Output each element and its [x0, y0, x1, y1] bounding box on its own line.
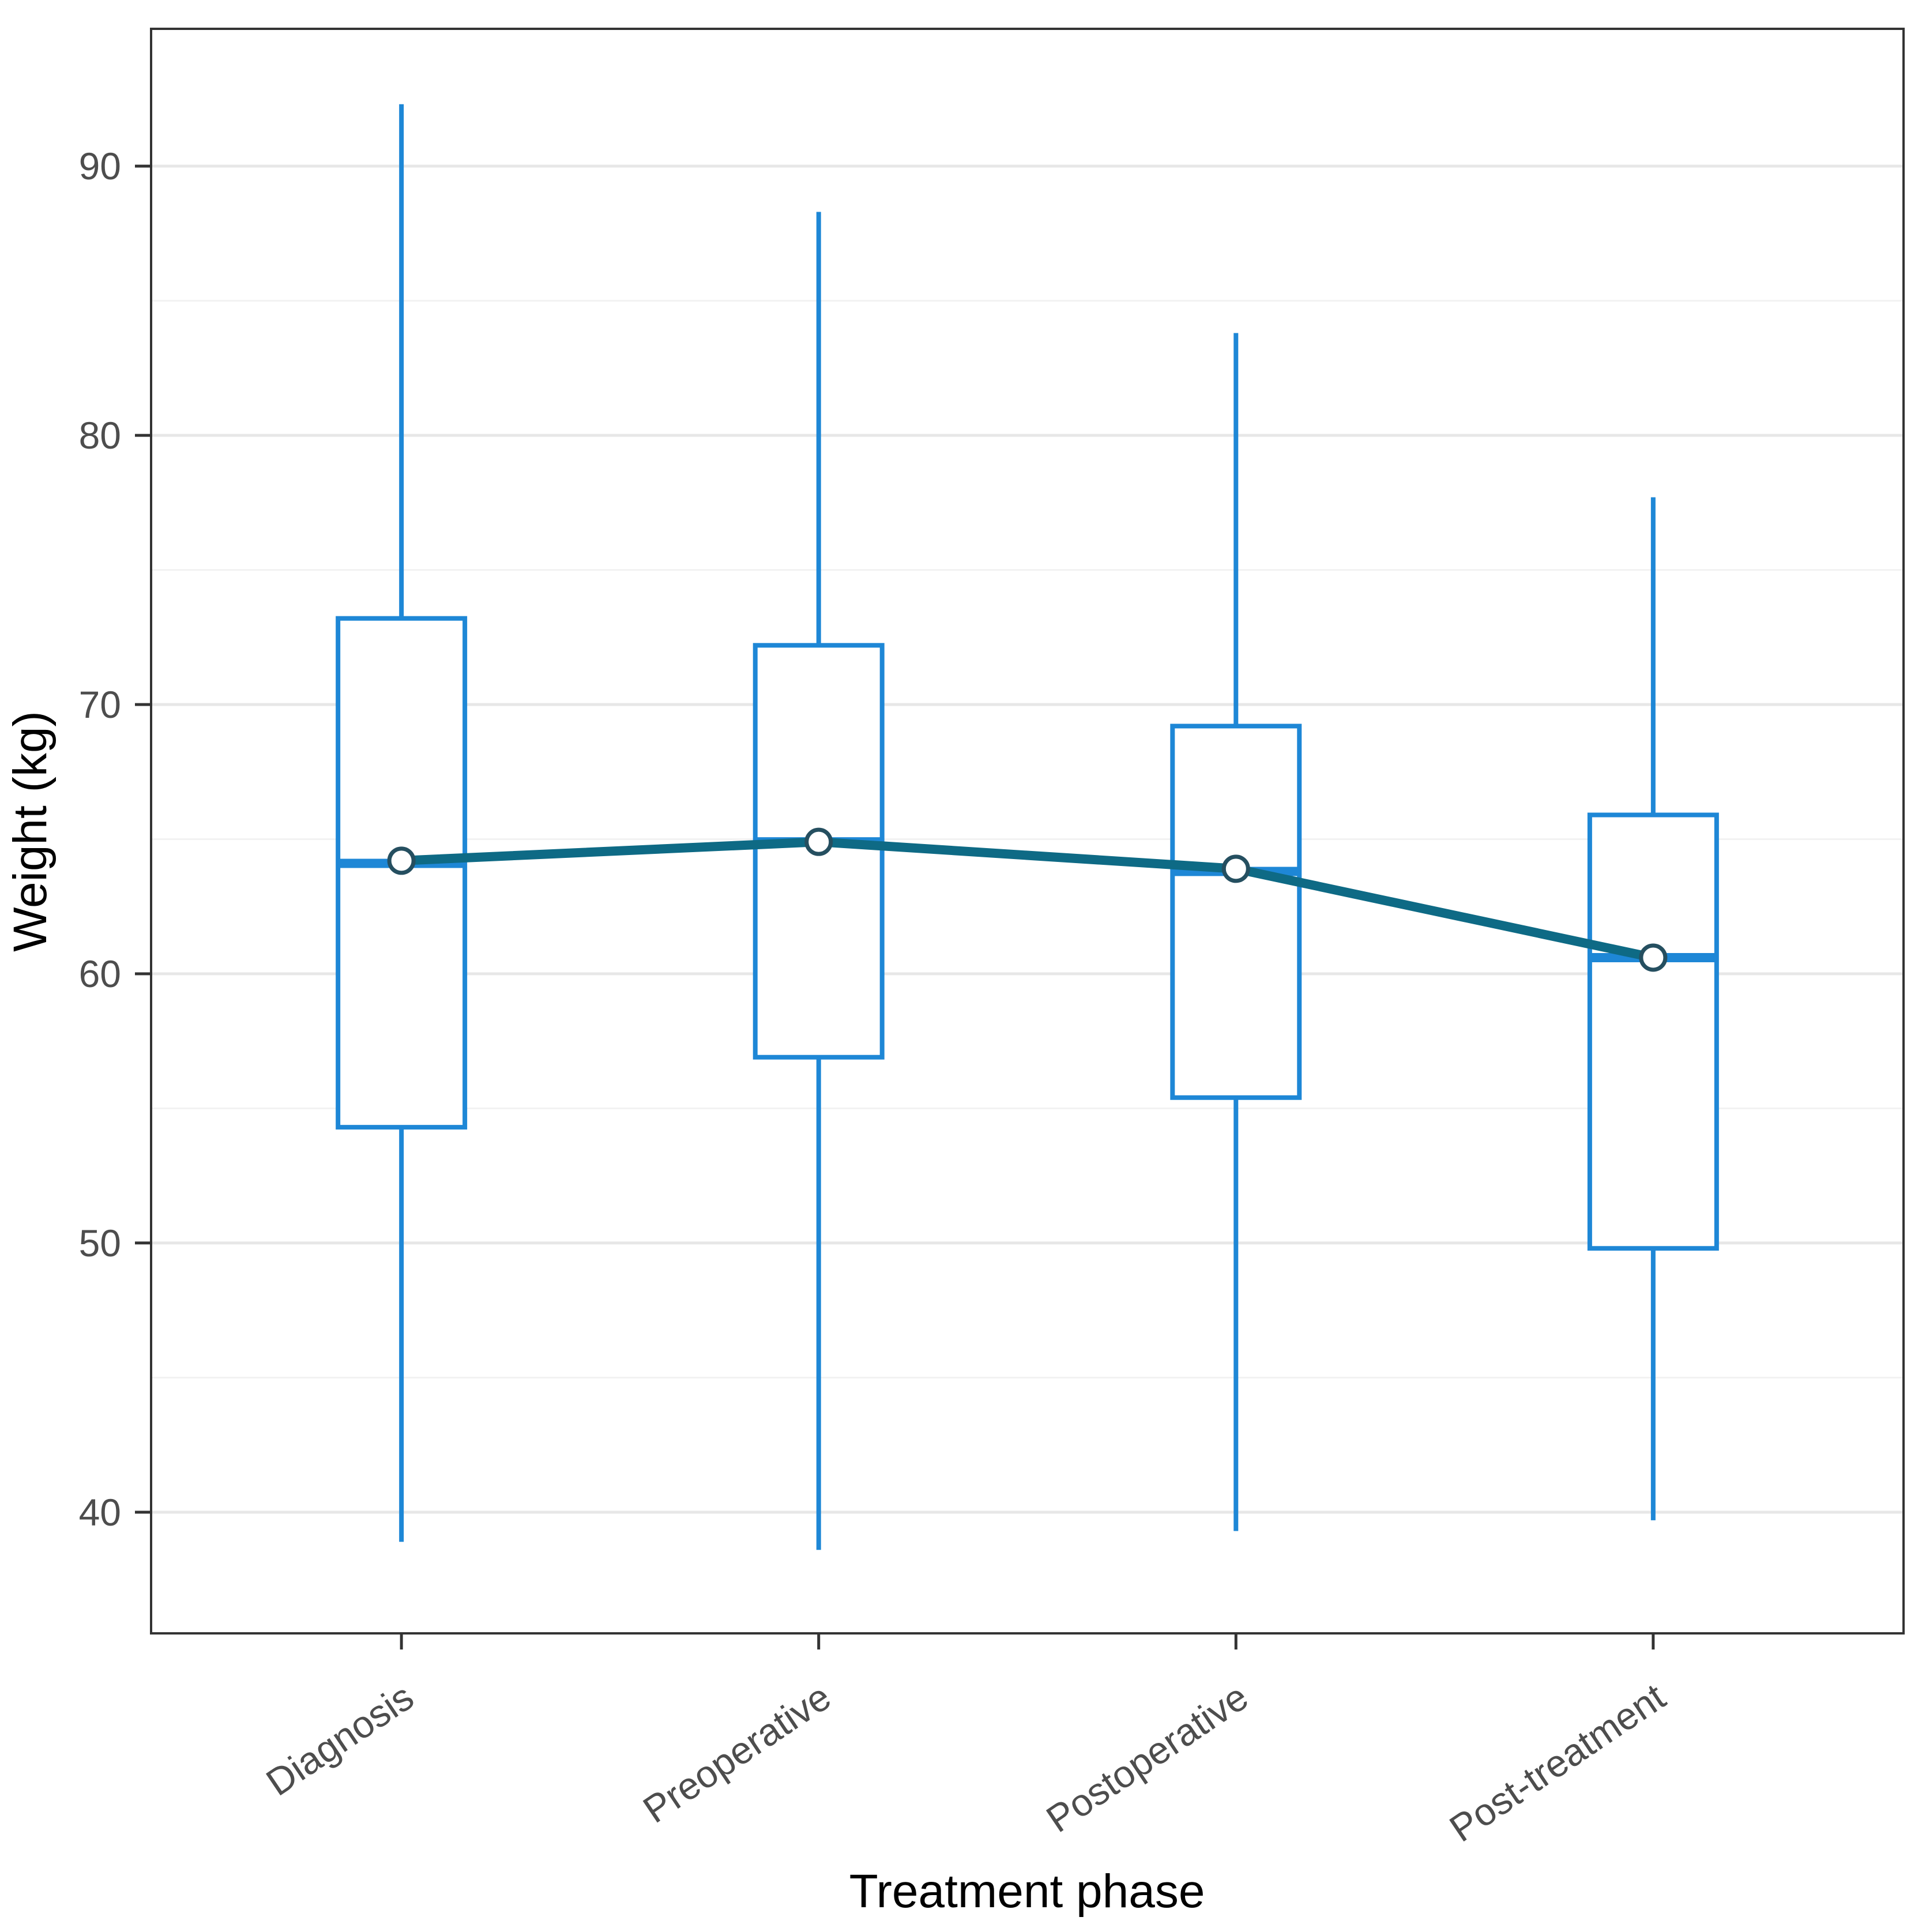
mean-trend-line	[397, 837, 1658, 962]
x-axis-title: Treatment phase	[849, 1865, 1205, 1918]
y-tick-label-80: 80	[79, 414, 121, 457]
box-postoperative	[1170, 724, 1302, 1100]
mean-point-preoperative	[804, 827, 833, 856]
axis-ticks	[135, 164, 1655, 1649]
x-category-label-preoperative: Preoperative	[635, 1675, 838, 1831]
y-tick-label-40: 40	[79, 1491, 121, 1534]
x-category-label-postoperative: Postoperative	[1039, 1675, 1255, 1840]
y-tick-label-60: 60	[79, 952, 121, 995]
x-category-label-post-treatment: Post-treatment	[1442, 1675, 1672, 1850]
y-axis-title: Weight (kg)	[4, 711, 57, 952]
x-axis-category-labels: Diagnosis Preoperative Postoperative Post-t…	[258, 1675, 1672, 1850]
y-tick-label-90: 90	[79, 145, 121, 187]
mean-trend-layer	[387, 827, 1668, 972]
x-category-label-diagnosis: Diagnosis	[258, 1675, 421, 1803]
mean-point-diagnosis	[387, 846, 416, 875]
y-axis-tick-labels: 40 50 60 70 80 90	[79, 145, 121, 1534]
mean-point-postoperative	[1221, 854, 1250, 883]
panel-border	[150, 28, 1905, 1635]
y-tick-label-50: 50	[79, 1222, 121, 1264]
box-post-treatment	[1587, 812, 1719, 1251]
y-tick-label-70: 70	[79, 683, 121, 726]
mean-point-post-treatment	[1639, 943, 1668, 972]
